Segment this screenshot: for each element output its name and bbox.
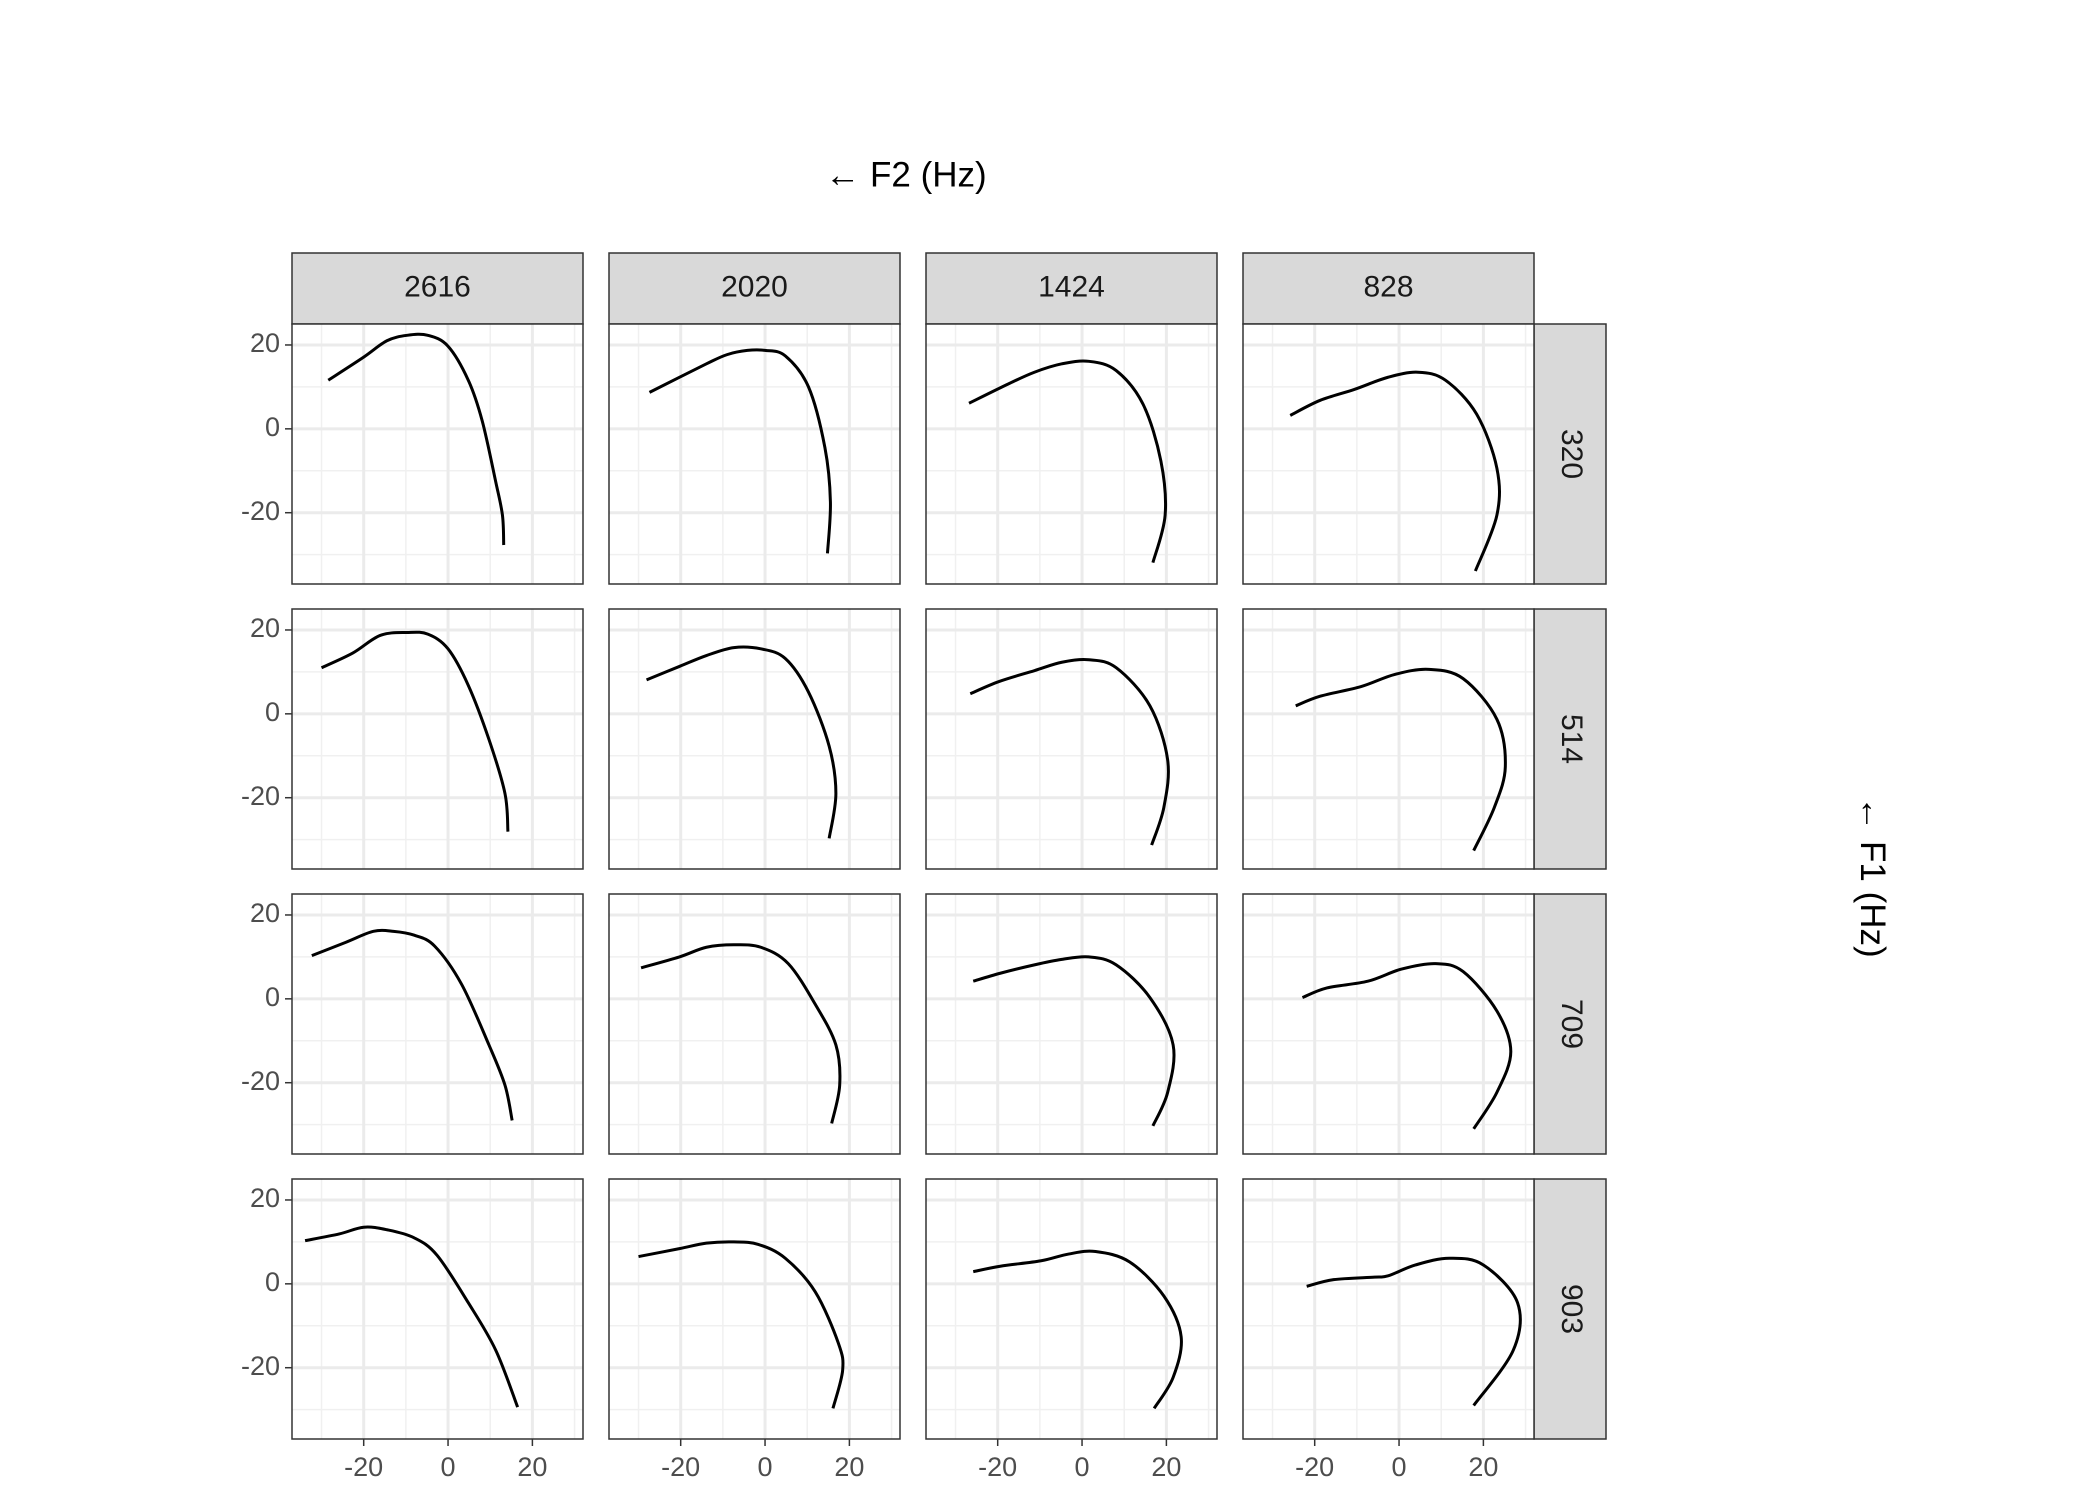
strip-label: 2616 <box>404 270 471 303</box>
trajectory-line <box>972 955 1176 1127</box>
x-tick-label: 0 <box>441 1452 456 1482</box>
strip <box>1533 323 1607 585</box>
panel-background <box>1243 609 1534 869</box>
y-axis-label: ← F1 (Hz) <box>1853 796 1892 957</box>
x-tick-label: 0 <box>758 1452 773 1482</box>
panel-background <box>926 894 1217 1154</box>
panel-background <box>926 609 1217 869</box>
trajectory-line <box>969 657 1170 846</box>
panel-border <box>608 893 901 1155</box>
panel-border <box>608 608 901 870</box>
panel-background <box>292 1179 583 1439</box>
panel-background <box>609 324 900 584</box>
trajectory-line <box>320 630 510 832</box>
panel-border <box>1242 608 1535 870</box>
trajectory-line <box>1301 962 1513 1130</box>
trajectory-line <box>304 1225 520 1408</box>
x-tick-label: 20 <box>517 1452 547 1482</box>
strip <box>291 252 584 325</box>
trajectory-line <box>640 943 842 1124</box>
y-tick-label: 0 <box>265 697 280 727</box>
panel-background <box>292 609 583 869</box>
x-tick-label: 0 <box>1075 1452 1090 1482</box>
panel-border <box>608 1178 901 1440</box>
strip-label: 2020 <box>721 270 788 303</box>
strip-label: 320 <box>1555 429 1588 479</box>
x-tick-label: -20 <box>344 1452 383 1482</box>
strip-label: 828 <box>1363 270 1413 303</box>
y-tick-label: 0 <box>265 982 280 1012</box>
strip-label: 1424 <box>1038 270 1105 303</box>
x-tick-label: 0 <box>1392 1452 1407 1482</box>
chart-title: ← F2 (Hz) <box>825 155 986 194</box>
panel-background <box>1243 894 1534 1154</box>
panel-border <box>1242 323 1535 585</box>
y-tick-label: 20 <box>250 328 280 358</box>
panel-border <box>1242 893 1535 1155</box>
strip <box>1533 893 1607 1155</box>
panel-background <box>926 1179 1217 1439</box>
y-tick-label: 20 <box>250 1183 280 1213</box>
panel-border <box>291 323 584 585</box>
strip-label: 903 <box>1555 1284 1588 1334</box>
strip <box>1533 608 1607 870</box>
x-tick-label: -20 <box>978 1452 1017 1482</box>
y-tick-label: -20 <box>241 1351 280 1381</box>
trajectory-line <box>645 645 838 839</box>
trajectory-line <box>638 1240 845 1409</box>
panel-background <box>292 894 583 1154</box>
panel-border <box>925 608 1218 870</box>
trajectory-line <box>972 1249 1183 1410</box>
x-tick-label: -20 <box>1295 1452 1334 1482</box>
trajectory-line <box>648 348 832 554</box>
strip-label: 709 <box>1555 999 1588 1049</box>
x-tick-label: 20 <box>834 1452 864 1482</box>
panel-border <box>291 608 584 870</box>
panel-background <box>609 609 900 869</box>
trajectory-line <box>327 332 506 546</box>
panel-border <box>925 1178 1218 1440</box>
y-tick-label: 20 <box>250 898 280 928</box>
panel-border <box>291 893 584 1155</box>
y-tick-label: -20 <box>241 496 280 526</box>
panel-border <box>1242 1178 1535 1440</box>
y-tick-label: 0 <box>265 1267 280 1297</box>
y-tick-label: -20 <box>241 1066 280 1096</box>
x-tick-label: -20 <box>661 1452 700 1482</box>
strip <box>608 252 901 325</box>
panel-border <box>925 893 1218 1155</box>
strip <box>1242 252 1535 325</box>
panel-background <box>609 1179 900 1439</box>
y-tick-label: 0 <box>265 412 280 442</box>
trajectory-line <box>1289 370 1501 572</box>
trajectory-line <box>311 928 514 1121</box>
x-tick-label: 20 <box>1468 1452 1498 1482</box>
panel-background <box>1243 1179 1534 1439</box>
panel-background <box>292 324 583 584</box>
panel-border <box>608 323 901 585</box>
panel-background <box>609 894 900 1154</box>
trajectory-line <box>1306 1256 1522 1407</box>
y-tick-label: -20 <box>241 781 280 811</box>
strip <box>925 252 1218 325</box>
trajectory-line <box>968 359 1168 564</box>
x-tick-label: 20 <box>1151 1452 1181 1482</box>
trajectory-line <box>1295 667 1507 852</box>
panel-background <box>1243 324 1534 584</box>
y-tick-label: 20 <box>250 613 280 643</box>
strip-label: 514 <box>1555 714 1588 764</box>
panel-border <box>925 323 1218 585</box>
panel-background <box>926 324 1217 584</box>
panel-border <box>291 1178 584 1440</box>
